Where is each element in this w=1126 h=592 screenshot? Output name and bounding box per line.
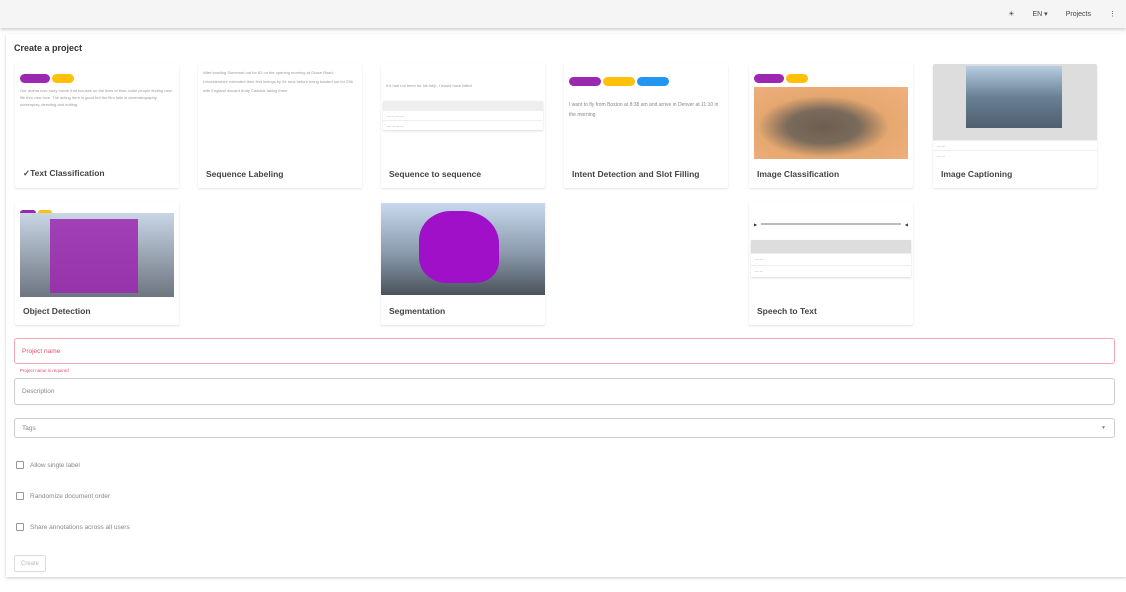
project-type-segmentation[interactable]: Segmentation <box>381 201 545 325</box>
project-name-input[interactable]: Project name <box>14 338 1115 364</box>
chevron-down-icon: ▼ <box>1101 425 1106 431</box>
card-title: Intent Detection and Slot Filling <box>572 169 700 179</box>
dots-vertical-icon[interactable]: ⋮ <box>1109 11 1116 18</box>
cat-image <box>754 87 908 159</box>
share-annotations-checkbox[interactable]: Share annotations across all users <box>16 523 130 531</box>
card-title: Sequence to sequence <box>389 169 482 179</box>
projects-link[interactable]: Projects <box>1065 10 1091 18</box>
project-name-error: Project name is required <box>20 368 69 373</box>
preview-text: If it had not been for his help, I would… <box>386 83 472 88</box>
card-title: Speech to Text <box>757 306 817 316</box>
preview-text: I want to fly from Boston at 8:38 am and… <box>569 102 719 118</box>
audio-player: ▶ ◀ <box>754 221 908 227</box>
preview-text: Our drama love story movie that focuses … <box>20 88 172 107</box>
card-title: ✓Text Classification <box>23 168 105 178</box>
brightness-icon[interactable]: ☀ <box>1008 11 1015 18</box>
project-type-text-classification[interactable]: Our drama love story movie that focuses … <box>15 64 179 188</box>
randomize-order-checkbox[interactable]: Randomize document order <box>16 492 110 500</box>
app-bar: ☀ EN ▾ Projects ⋮ <box>0 0 1126 28</box>
project-type-seq2seq[interactable]: If it had not been for his help, I would… <box>381 64 545 188</box>
card-title: Sequence Labeling <box>206 169 284 179</box>
project-type-intent-detection[interactable]: I want to fly from Boston at 8:38 am and… <box>564 64 728 188</box>
project-type-image-classification[interactable]: Image Classification <box>749 64 913 188</box>
card-title: Image Classification <box>757 169 840 179</box>
tags-select[interactable]: Tags ▼ <box>14 418 1115 438</box>
page-title: Create a project <box>14 43 83 53</box>
kitten-image <box>966 66 1062 128</box>
allow-single-label-checkbox[interactable]: Allow single label <box>16 461 80 469</box>
create-button[interactable]: Create <box>14 555 46 572</box>
card-title: Segmentation <box>389 306 446 316</box>
project-type-object-detection[interactable]: Object Detection <box>15 201 179 325</box>
card-title: Image Captioning <box>941 169 1013 179</box>
project-type-sequence-labeling[interactable]: After bowling Somerset out for 83 on the… <box>198 64 362 188</box>
project-type-image-captioning[interactable]: — — — — Image Captioning <box>933 64 1097 188</box>
description-input[interactable]: Description <box>14 378 1115 405</box>
language-menu[interactable]: EN ▾ <box>1032 11 1048 18</box>
preview-text: After bowling Somerset out for 83 on the… <box>203 70 353 93</box>
card-title: Object Detection <box>23 306 91 316</box>
project-type-speech-to-text[interactable]: ▶ ◀ — — — — Speech to Text <box>749 201 913 325</box>
